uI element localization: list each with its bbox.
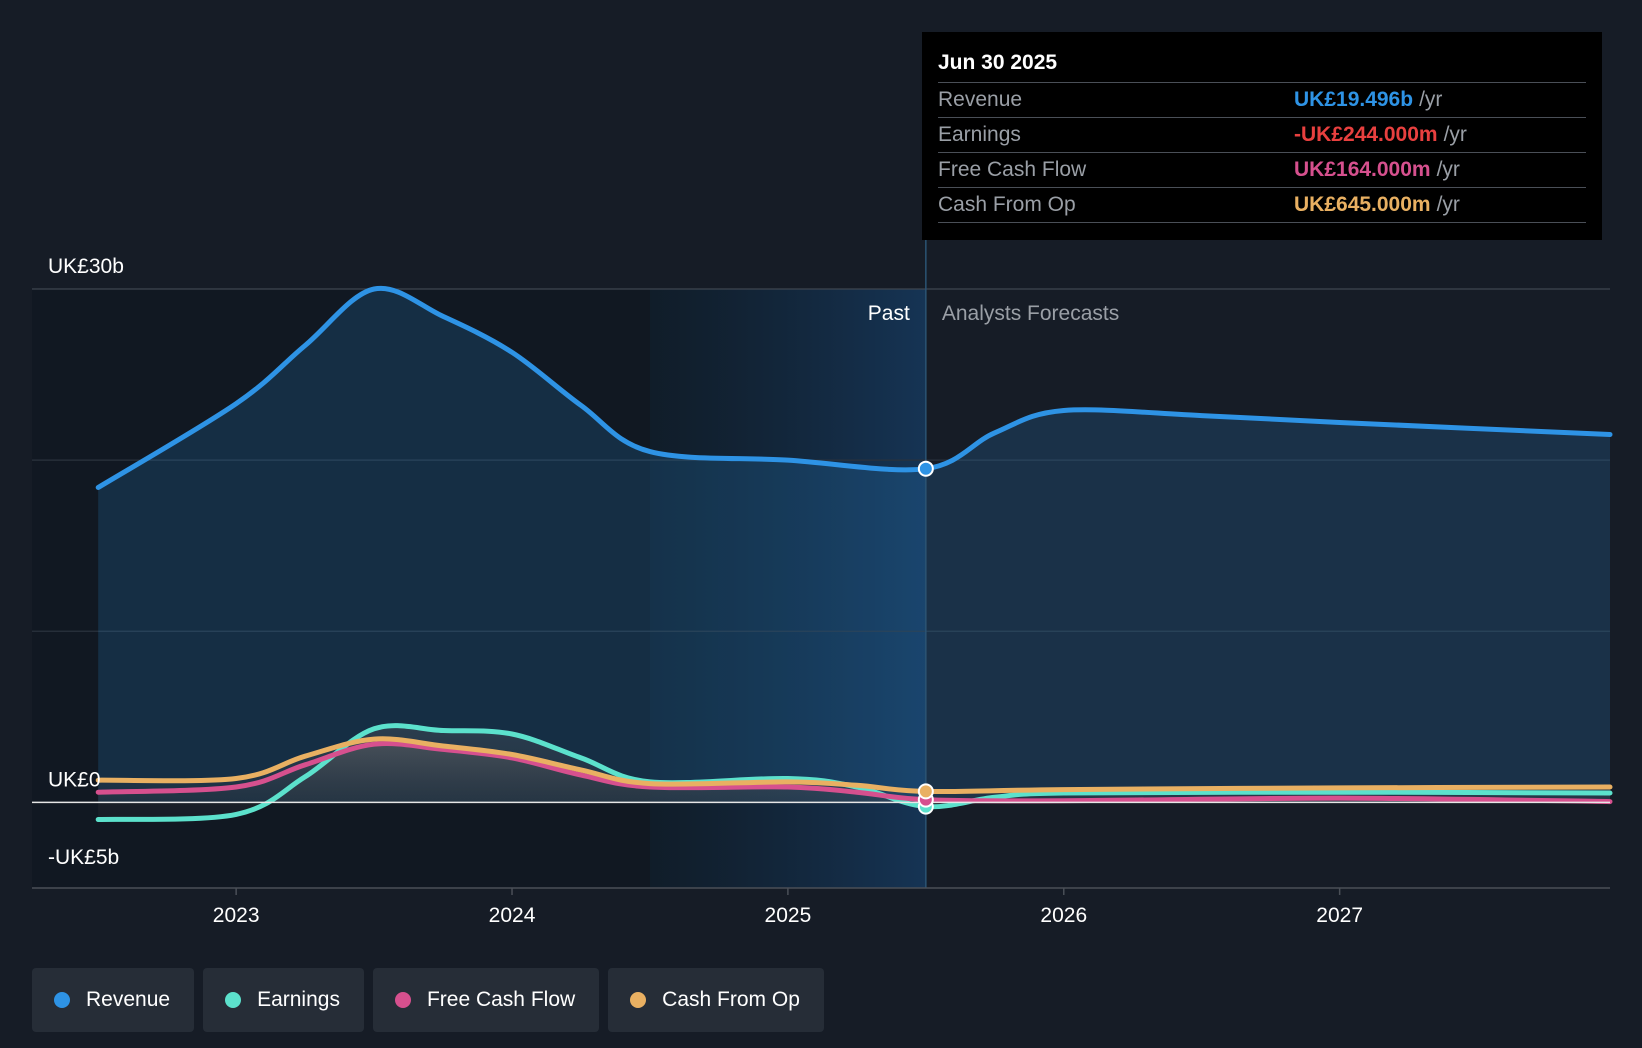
tooltip-unit: /yr (1443, 123, 1467, 146)
tooltip-value: UK£645.000m (1294, 193, 1431, 216)
tooltip-row-cash-from-op: Cash From Op UK£645.000m /yr (938, 188, 1586, 223)
legend-item-revenue[interactable]: Revenue (32, 968, 195, 1032)
cash-from-op-dot-icon (630, 992, 647, 1008)
tooltip-date: Jun 30 2025 (938, 46, 1586, 83)
free-cash-flow-dot-icon (394, 992, 411, 1008)
y-axis-label-top: UK£30b (48, 255, 124, 278)
tooltip-row-earnings: Earnings -UK£244.000m /yr (938, 118, 1586, 153)
past-label: Past (868, 302, 910, 325)
legend-label: Cash From Op (662, 988, 800, 1011)
tooltip-unit: /yr (1436, 193, 1460, 216)
tooltip-label: Revenue (938, 88, 1023, 111)
tooltip-unit: /yr (1419, 88, 1443, 111)
legend-label: Free Cash Flow (426, 988, 576, 1011)
legend-item-cash-from-op[interactable]: Cash From Op (608, 968, 824, 1032)
tooltip-label: Free Cash Flow (938, 158, 1087, 181)
revenue-dot-icon (54, 992, 70, 1008)
y-axis-label-zero: UK£0 (48, 768, 101, 791)
tooltip-unit: /yr (1436, 158, 1460, 181)
legend: Revenue Earnings Free Cash Flow Cash Fro… (32, 968, 824, 1032)
tooltip: Jun 30 2025 Revenue UK£19.496b /yr Earni… (922, 32, 1602, 240)
x-tick-label: 2023 (213, 904, 260, 927)
cash-from-op-line (95, 736, 1613, 795)
legend-label: Earnings (257, 988, 340, 1011)
revenue-area (98, 288, 1611, 803)
tooltip-value: UK£164.000m (1294, 158, 1431, 181)
x-tick-label: 2027 (1316, 904, 1363, 927)
legend-item-free-cash-flow[interactable]: Free Cash Flow (372, 968, 600, 1032)
legend-label: Revenue (86, 988, 171, 1011)
tooltip-row-free-cash-flow: Free Cash Flow UK£164.000m /yr (938, 153, 1586, 188)
x-tick-label: 2025 (765, 904, 812, 927)
x-tick-label: 2026 (1040, 904, 1087, 927)
tooltip-label: Earnings (938, 123, 1021, 146)
forecast-label: Analysts Forecasts (942, 302, 1119, 325)
revenue-marker[interactable] (917, 460, 934, 477)
tooltip-value: -UK£244.000m (1294, 123, 1438, 146)
revenue-line (95, 285, 1613, 490)
x-tick-label: 2024 (489, 904, 536, 927)
cash-from-op-marker[interactable] (917, 783, 934, 800)
tooltip-row-revenue: Revenue UK£19.496b /yr (938, 83, 1586, 118)
tooltip-label: Cash From Op (938, 193, 1076, 216)
earnings-dot-icon (225, 992, 242, 1008)
legend-item-earnings[interactable]: Earnings (203, 968, 364, 1032)
y-axis-label-bottom: -UK£5b (48, 846, 119, 869)
tooltip-value: UK£19.496b (1294, 88, 1414, 111)
free-cash-flow-line (95, 741, 1613, 805)
